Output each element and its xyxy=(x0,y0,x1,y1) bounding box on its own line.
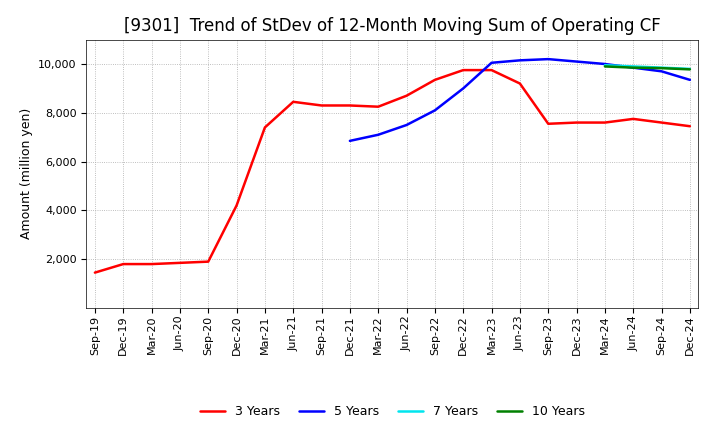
3 Years xyxy=(572,120,581,125)
3 Years xyxy=(346,103,354,108)
3 Years xyxy=(544,121,552,126)
3 Years xyxy=(431,77,439,82)
3 Years xyxy=(374,104,382,109)
Title: [9301]  Trend of StDev of 12-Month Moving Sum of Operating CF: [9301] Trend of StDev of 12-Month Moving… xyxy=(124,17,661,35)
5 Years xyxy=(600,61,609,66)
Line: 10 Years: 10 Years xyxy=(605,66,690,70)
3 Years xyxy=(402,93,411,99)
7 Years xyxy=(657,65,666,70)
3 Years xyxy=(600,120,609,125)
3 Years xyxy=(204,259,212,264)
5 Years xyxy=(685,77,694,82)
5 Years xyxy=(459,86,467,91)
Line: 5 Years: 5 Years xyxy=(350,59,690,141)
3 Years xyxy=(261,125,269,130)
3 Years xyxy=(685,124,694,129)
7 Years xyxy=(629,64,637,69)
10 Years xyxy=(657,66,666,71)
3 Years xyxy=(119,261,127,267)
5 Years xyxy=(544,56,552,62)
5 Years xyxy=(346,138,354,143)
Y-axis label: Amount (million yen): Amount (million yen) xyxy=(19,108,32,239)
10 Years xyxy=(685,67,694,72)
3 Years xyxy=(289,99,297,104)
10 Years xyxy=(629,65,637,70)
3 Years xyxy=(148,261,156,267)
5 Years xyxy=(572,59,581,64)
3 Years xyxy=(176,260,184,265)
Line: 3 Years: 3 Years xyxy=(95,70,690,273)
3 Years xyxy=(629,116,637,121)
3 Years xyxy=(516,81,524,86)
10 Years xyxy=(600,64,609,69)
3 Years xyxy=(487,67,496,73)
5 Years xyxy=(487,60,496,66)
3 Years xyxy=(459,67,467,73)
5 Years xyxy=(516,58,524,63)
Legend: 3 Years, 5 Years, 7 Years, 10 Years: 3 Years, 5 Years, 7 Years, 10 Years xyxy=(195,400,590,423)
5 Years xyxy=(629,65,637,70)
5 Years xyxy=(402,122,411,128)
5 Years xyxy=(374,132,382,137)
5 Years xyxy=(431,108,439,113)
5 Years xyxy=(657,69,666,74)
3 Years xyxy=(233,203,241,208)
7 Years xyxy=(600,62,609,68)
3 Years xyxy=(657,120,666,125)
Line: 7 Years: 7 Years xyxy=(605,65,690,69)
7 Years xyxy=(685,66,694,72)
3 Years xyxy=(318,103,326,108)
3 Years xyxy=(91,270,99,275)
